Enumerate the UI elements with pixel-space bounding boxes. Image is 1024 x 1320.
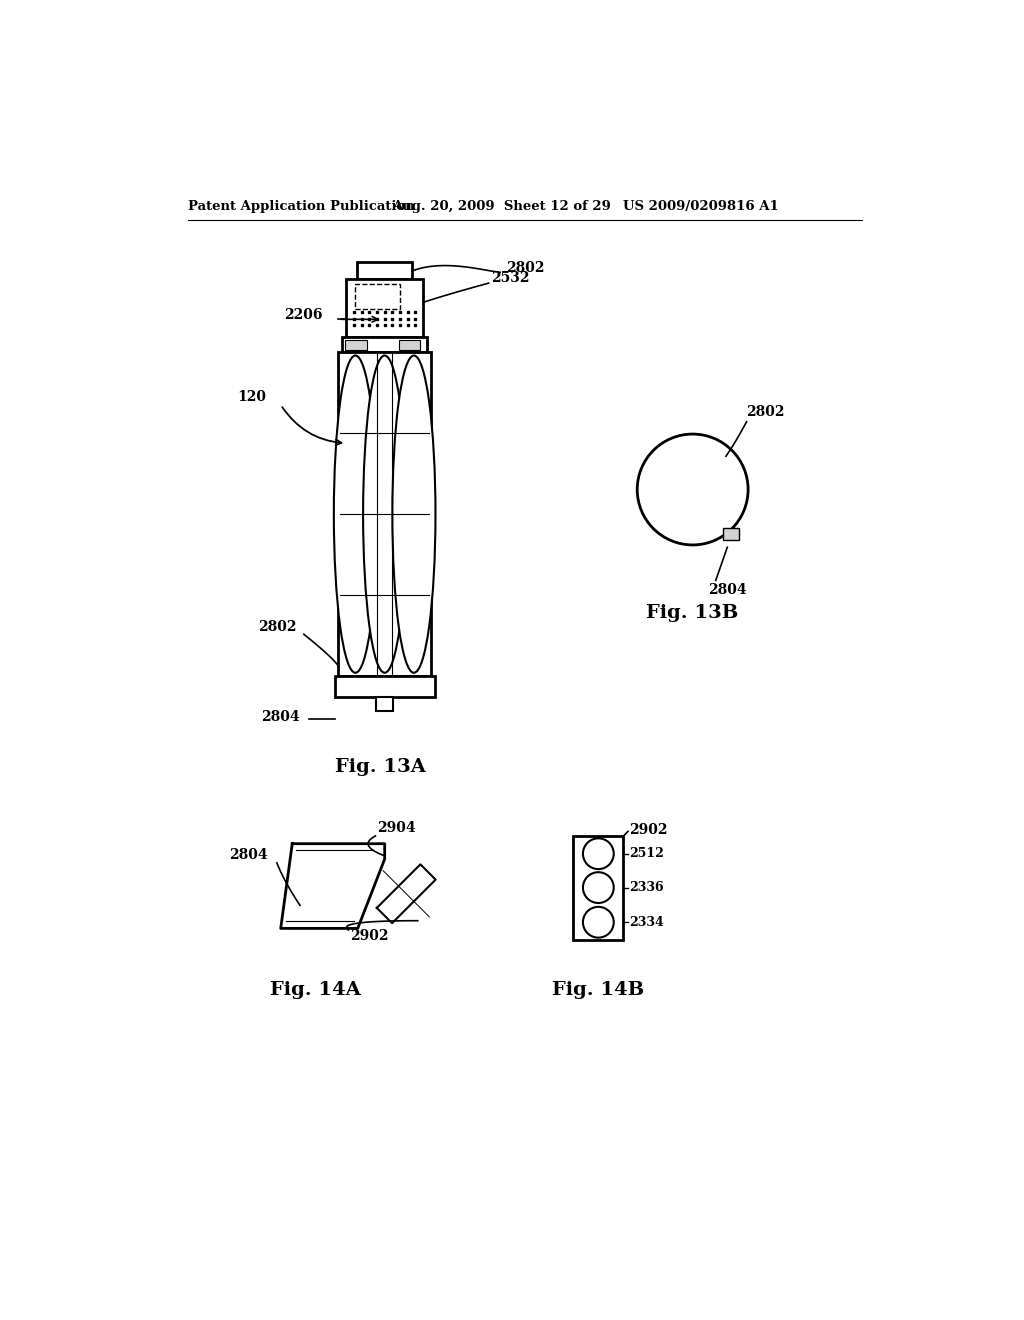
Text: 2804: 2804 <box>261 710 300 723</box>
Text: Fig. 13A: Fig. 13A <box>336 758 426 776</box>
Text: 2512: 2512 <box>630 847 665 861</box>
Text: 2902: 2902 <box>630 822 668 837</box>
Text: Fig. 14B: Fig. 14B <box>552 981 644 999</box>
Bar <box>339 352 431 676</box>
Circle shape <box>583 907 613 937</box>
Text: 2336: 2336 <box>630 880 665 894</box>
Bar <box>357 263 413 280</box>
Ellipse shape <box>392 355 435 673</box>
Circle shape <box>637 434 749 545</box>
Text: Fig. 14A: Fig. 14A <box>270 981 360 999</box>
Text: 2902: 2902 <box>350 929 388 942</box>
Circle shape <box>583 873 613 903</box>
Text: 2804: 2804 <box>229 849 267 862</box>
Text: 2334: 2334 <box>630 916 665 929</box>
Text: 120: 120 <box>237 391 266 404</box>
Bar <box>355 284 400 309</box>
Text: 2532: 2532 <box>490 271 529 285</box>
Bar <box>376 697 393 711</box>
Text: 2904: 2904 <box>377 821 416 836</box>
Text: 2802: 2802 <box>506 261 545 275</box>
Bar <box>345 341 367 350</box>
Bar <box>346 280 423 337</box>
Text: Fig. 13B: Fig. 13B <box>646 603 739 622</box>
Text: Patent Application Publication: Patent Application Publication <box>188 199 415 213</box>
Ellipse shape <box>334 355 377 673</box>
Text: 2804: 2804 <box>708 582 746 597</box>
Circle shape <box>583 838 613 869</box>
Polygon shape <box>377 865 435 923</box>
Bar <box>342 337 427 352</box>
Bar <box>398 341 420 350</box>
Text: 2802: 2802 <box>746 405 785 420</box>
Text: US 2009/0209816 A1: US 2009/0209816 A1 <box>624 199 779 213</box>
Text: 2802: 2802 <box>258 619 296 634</box>
Text: 2206: 2206 <box>285 309 323 322</box>
Bar <box>335 676 435 697</box>
Bar <box>573 836 624 940</box>
Bar <box>724 528 739 540</box>
Text: Aug. 20, 2009  Sheet 12 of 29: Aug. 20, 2009 Sheet 12 of 29 <box>392 199 611 213</box>
Ellipse shape <box>364 355 407 673</box>
